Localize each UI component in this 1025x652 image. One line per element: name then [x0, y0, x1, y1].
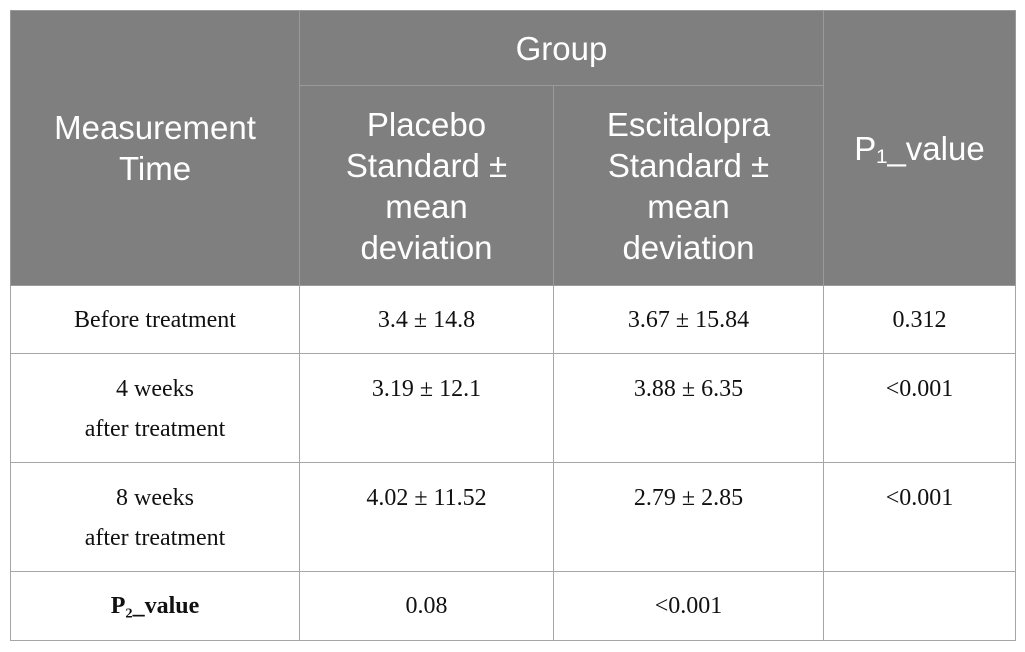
cell: 0.312 [823, 285, 1016, 354]
header-row: Placebo Standard ± mean deviation Escita… [11, 85, 1016, 286]
body-row: Before treatment 3.4 ± 14.8 3.67 ± 15.84… [10, 285, 1016, 354]
header-cell: Escitalopra Standard ± mean deviation [553, 85, 824, 286]
cell: <0.001 [553, 571, 824, 641]
cell: 3.19 ± 12.1 [299, 353, 554, 463]
cell: 3.67 ± 15.84 [553, 285, 824, 354]
body-row: 8 weeks after treatment 4.02 ± 11.52 2.7… [10, 462, 1016, 572]
cell: <0.001 [823, 353, 1016, 463]
cell: 0.08 [299, 571, 554, 641]
header-cell: P₁_value [823, 10, 1016, 286]
footer-row: P₂_value 0.08 <0.001 [10, 571, 1016, 641]
cell: P₂_value [10, 571, 300, 641]
cell: 3.88 ± 6.35 [553, 353, 824, 463]
body-row: 4 weeks after treatment 3.19 ± 12.1 3.88… [10, 353, 1016, 463]
cell: 4.02 ± 11.52 [299, 462, 554, 572]
cell: <0.001 [823, 462, 1016, 572]
data-table: Measurement Time Group P₁_value Placebo … [10, 10, 1016, 641]
cell: Before treatment [10, 285, 300, 354]
cell: 4 weeks after treatment [10, 353, 300, 463]
cell: 3.4 ± 14.8 [299, 285, 554, 354]
cell: 8 weeks after treatment [10, 462, 300, 572]
header-row: Measurement Time Group P₁_value [10, 10, 1016, 286]
cell: 2.79 ± 2.85 [553, 462, 824, 572]
header-cell: Group [299, 10, 824, 86]
header-cell: Placebo Standard ± mean deviation [299, 85, 554, 286]
header-cell: Measurement Time [10, 10, 300, 286]
empty-cell [823, 571, 1016, 641]
